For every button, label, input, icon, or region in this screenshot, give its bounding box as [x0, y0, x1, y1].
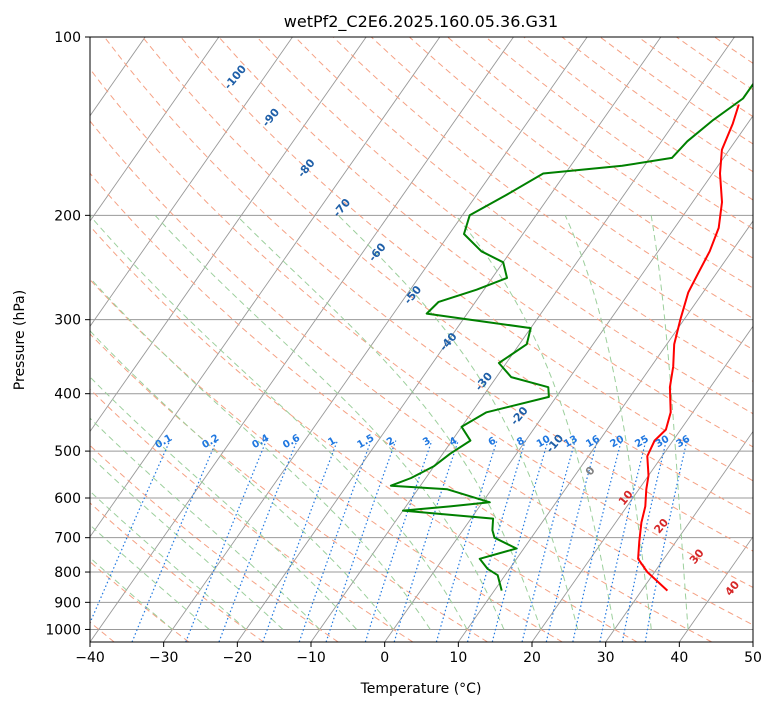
profile-lines — [389, 82, 753, 592]
y-tick-label: 100 — [54, 30, 81, 46]
dry-adiabat-line — [256, 37, 753, 415]
dry-adiabat-line — [90, 225, 638, 642]
mixing-ratio-line — [435, 440, 498, 642]
dry-adiabat-line — [104, 37, 753, 552]
dry-adiabat-line — [142, 37, 753, 517]
isotherm-line — [531, 325, 753, 642]
isotherm-line — [384, 115, 753, 642]
y-axis-label: Pressure (hPa) — [12, 290, 28, 390]
dry-adiabat-line — [294, 37, 753, 382]
dry-adiabat-line — [90, 120, 753, 626]
axes-frame — [89, 36, 754, 643]
isotherm-line — [90, 37, 514, 642]
x-tick-label: −30 — [149, 650, 179, 666]
mixing-ratio-line — [491, 440, 549, 642]
moist-adiabat-line — [90, 376, 357, 630]
moist-adiabat-line — [90, 330, 394, 630]
mixing-ratio-label: 4 — [448, 435, 460, 448]
moist-adiabat-line — [90, 455, 284, 630]
y-tick-label: 400 — [54, 387, 81, 403]
x-tick-label: 0 — [380, 650, 389, 666]
pressure-gridlines — [90, 37, 753, 630]
isotherm-line — [90, 37, 220, 222]
dry-adiabat-line — [90, 333, 488, 642]
x-tick-label: 10 — [449, 650, 467, 666]
dry-adiabat-line — [752, 37, 753, 38]
isotherm-line — [457, 220, 753, 642]
mixing-ratio-line — [298, 440, 372, 642]
mixing-ratio-line — [90, 440, 171, 625]
y-tick-label: 200 — [54, 208, 81, 224]
x-tick-label: 30 — [597, 650, 615, 666]
isotherm-line — [605, 430, 753, 642]
y-tick-label: 800 — [54, 565, 81, 581]
plot-frame — [89, 36, 754, 643]
x-tick-label: 20 — [523, 650, 541, 666]
mixing-ratio-line — [466, 440, 526, 642]
y-tick-label: 600 — [54, 491, 81, 507]
mixing-ratio-line — [521, 440, 576, 642]
moist-adiabat-line — [236, 214, 542, 630]
y-tick-label: 700 — [54, 531, 81, 547]
mixing-ratio-label: 6 — [487, 435, 499, 448]
isotherm-line — [310, 37, 735, 642]
moist-adiabat-line — [564, 215, 652, 630]
y-tick-label: 500 — [54, 444, 81, 460]
mixing-ratio-label: 8 — [515, 435, 527, 448]
isotherm-line — [0, 37, 72, 642]
isotherm-line — [90, 37, 441, 538]
mixing-ratio-label: 3 — [421, 435, 433, 448]
x-tick-label: −20 — [223, 650, 253, 666]
y-axis-ticks: 100 200 300 400 500 600 700 800 900 1000 — [45, 30, 90, 638]
isotherm-line — [163, 37, 588, 642]
x-axis-label: Temperature (°C) — [360, 681, 482, 697]
x-tick-label: −40 — [75, 650, 105, 666]
mixing-ratio-label: 1 — [326, 435, 338, 448]
y-tick-label: 1000 — [45, 622, 81, 638]
moist-adiabat-line — [90, 277, 431, 630]
isotherm-line — [678, 535, 753, 642]
moist-adiabats — [90, 214, 689, 630]
isotherm-line — [90, 37, 367, 433]
plot-area — [90, 37, 753, 642]
mixing-ratio-line — [545, 440, 598, 642]
chart-title: wetPf2_C2E6.2025.160.05.36.G31 — [284, 12, 558, 32]
mixing-ratio-line — [262, 440, 339, 642]
mixing-ratio-line — [599, 440, 647, 642]
dry-adiabat-line — [90, 388, 414, 642]
profile-series-line — [637, 104, 740, 592]
mixing-ratio-line — [131, 440, 218, 642]
moist-adiabat-line — [154, 214, 505, 630]
dry-adiabat-line — [90, 172, 712, 642]
isotherm-line — [90, 37, 293, 328]
x-tick-label: 40 — [670, 650, 688, 666]
mixing-ratio-line — [572, 440, 622, 642]
skewed-isotherms — [0, 37, 753, 642]
mixing-ratio-line — [644, 440, 688, 642]
moist-adiabat-line — [90, 490, 247, 630]
moist-adiabat-line — [90, 214, 468, 630]
moist-adiabat-line — [650, 215, 689, 630]
mixing-ratio-line — [621, 440, 667, 642]
dry-adiabat-line — [90, 278, 563, 642]
moist-adiabat-line — [90, 417, 321, 630]
profile-series-line — [389, 82, 753, 591]
dry-adiabat-line — [90, 68, 753, 589]
mixing-ratio-lines — [90, 440, 688, 642]
dry-adiabat-line — [218, 37, 753, 448]
y-tick-label: 900 — [54, 595, 81, 611]
y-tick-label: 300 — [54, 313, 81, 329]
x-tick-label: −10 — [296, 650, 326, 666]
x-axis-ticks: −40 −30 −20 −10 0 10 20 30 40 50 — [75, 642, 762, 666]
isotherm-line — [752, 641, 753, 642]
dry-adiabats — [90, 37, 753, 642]
mixing-ratio-label: 2 — [385, 435, 397, 448]
dry-adiabat-line — [409, 37, 753, 289]
isotherm-line — [236, 37, 662, 642]
dry-adiabat-line — [90, 502, 264, 642]
x-tick-label: 50 — [744, 650, 762, 666]
mixing-ratio-line — [393, 440, 459, 642]
moist-adiabat-line — [455, 214, 615, 630]
